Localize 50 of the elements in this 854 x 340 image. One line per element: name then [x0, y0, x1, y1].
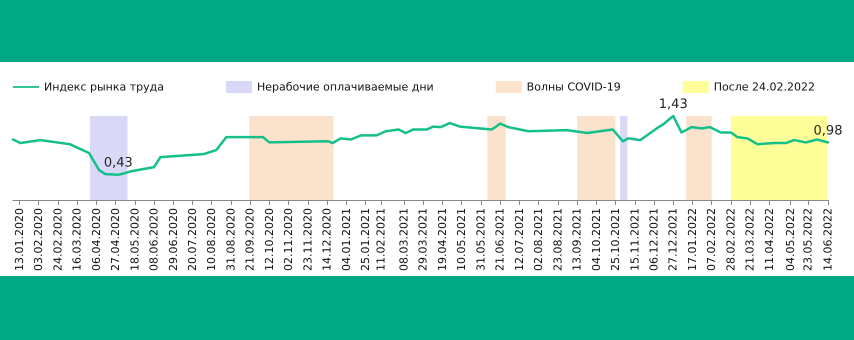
x-tick-label: 23.08.2021 — [551, 208, 564, 271]
x-tick-label: 27.04.2020 — [109, 208, 122, 271]
x-tick-label: 06.04.2020 — [90, 208, 103, 271]
legend-label: Индекс рынка труда — [44, 80, 164, 94]
x-tick-label: 20.07.2020 — [186, 208, 199, 271]
legend-label: После 24.02.2022 — [714, 80, 816, 94]
x-tick-label: 31.08.2020 — [224, 208, 238, 271]
x-tick-label: 07.02.2022 — [705, 208, 718, 271]
x-tick-label: 21.09.2020 — [244, 208, 257, 271]
data-label: 1,43 — [658, 97, 688, 112]
x-tick-label: 29.03.2021 — [416, 208, 430, 271]
x-tick-label: 11.02.2021 — [374, 208, 388, 271]
x-tick-label: 19.04.2021 — [436, 208, 449, 271]
x-tick-label: 25.10.2021 — [609, 208, 622, 271]
x-tick-label: 06.12.2021 — [648, 208, 661, 271]
x-tick-label: 10.05.2021 — [455, 208, 468, 271]
x-tick-label: 23.11.2020 — [301, 208, 314, 271]
x-tick-label: 23.05.2022 — [801, 208, 814, 271]
x-tick-label: 21.06.2021 — [494, 208, 507, 271]
x-tick-label: 03.02.2020 — [32, 208, 46, 271]
data-label: 0,43 — [104, 156, 133, 171]
x-tick-label: 29.06.2020 — [166, 208, 180, 271]
x-tick-label: 13.01.2020 — [12, 208, 26, 271]
x-tick-label: 18.05.2020 — [128, 208, 142, 271]
x-tick-label: 15.11.2021 — [628, 208, 642, 271]
x-tick-label: 27.12.2021 — [666, 208, 680, 271]
x-tick-label: 08.06.2020 — [148, 208, 161, 271]
x-tick-label: 10.08.2020 — [205, 208, 218, 271]
x-tick-label: 02.08.2021 — [532, 208, 546, 271]
legend-label: Нерабочие оплачиваемые дни — [256, 80, 434, 94]
x-tick-label: 12.07.2021 — [512, 208, 526, 271]
x-tick-label: 14.06.2022 — [822, 208, 834, 271]
x-tick-label: 24.02.2020 — [51, 208, 64, 271]
x-tick-label: 25.01.2021 — [359, 208, 372, 271]
data-label: 0,98 — [814, 123, 842, 138]
x-tick-label: 04.05.2022 — [784, 208, 797, 271]
x-tick-label: 16.03.2020 — [70, 208, 84, 271]
x-tick-label: 02.11.2020 — [282, 208, 296, 271]
x-tick-label: 21.03.2022 — [744, 208, 757, 271]
x-tick-label: 31.05.2021 — [474, 208, 488, 271]
x-tick-label: 11.04.2022 — [762, 208, 776, 271]
x-tick-label: 28.02.2022 — [724, 208, 738, 271]
x-tick-label: 04.10.2021 — [590, 208, 603, 271]
x-tick-label: 14.12.2020 — [320, 208, 334, 271]
x-tick-label: 08.03.2021 — [398, 208, 411, 271]
x-tick-label: 13.09.2021 — [570, 208, 584, 271]
x-tick-label: 17.01.2022 — [686, 208, 699, 271]
x-tick-label: 04.01.2021 — [340, 208, 353, 271]
x-tick-label: 12.10.2020 — [262, 208, 276, 271]
legend-label: Волны COVID-19 — [526, 80, 621, 94]
